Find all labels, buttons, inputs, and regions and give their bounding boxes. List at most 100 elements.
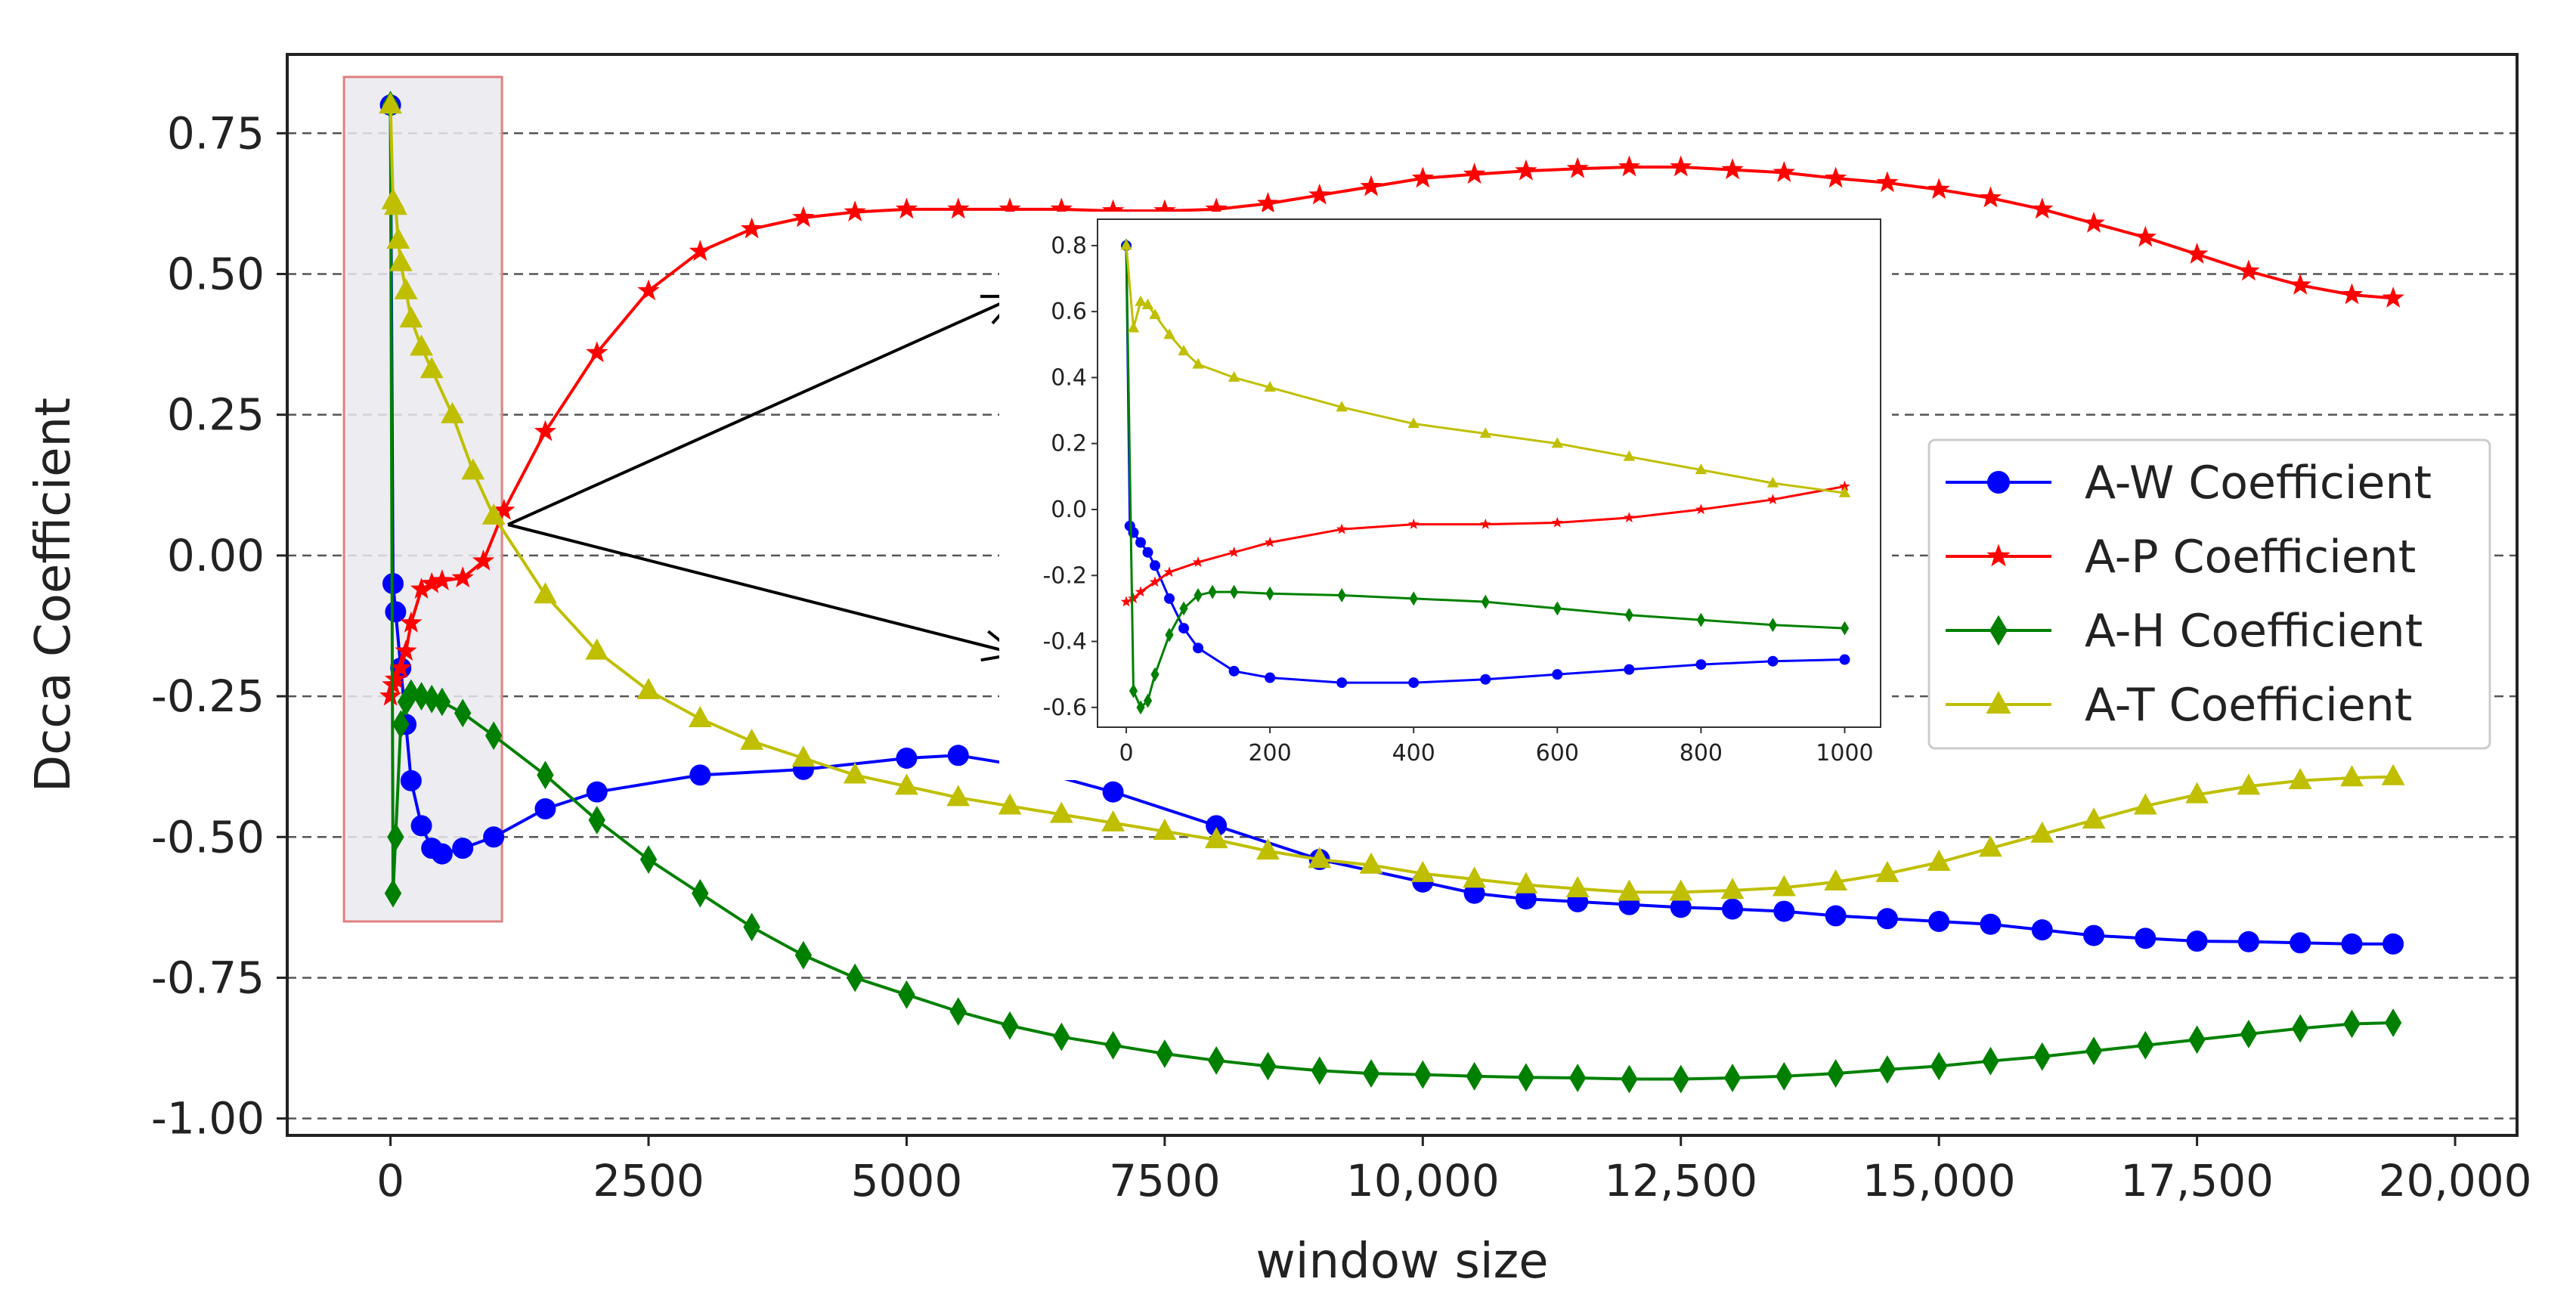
data-point — [947, 197, 970, 219]
data-point — [588, 806, 605, 835]
data-point — [636, 677, 661, 699]
data-point — [843, 762, 867, 784]
data-point — [946, 785, 971, 807]
data-point — [1773, 161, 1795, 182]
inset-y-tick-label: 0.0 — [1051, 497, 1087, 523]
data-point — [1982, 1046, 1999, 1076]
x-tick-label: 10,000 — [1346, 1155, 1500, 1206]
inset-x-tick-label: 800 — [1680, 740, 1723, 766]
data-point — [2033, 1042, 2051, 1071]
data-point — [1568, 1064, 1587, 1092]
data-point — [2237, 931, 2259, 952]
legend-label: A-W Coefficient — [2085, 457, 2432, 509]
inset-data-point — [1142, 547, 1153, 558]
data-point — [1101, 810, 1125, 832]
inset-frame — [1097, 218, 1881, 728]
data-point — [1979, 835, 2002, 857]
inset-data-point — [1150, 560, 1161, 571]
data-point — [1515, 888, 1537, 910]
data-point — [692, 878, 709, 908]
inset-data-point — [1840, 621, 1850, 636]
y-tick-label: -0.50 — [151, 811, 265, 862]
data-point — [1156, 1039, 1174, 1068]
inset-data-point — [1228, 665, 1240, 677]
data-point — [1049, 801, 1073, 823]
y-tick-label: 0.25 — [167, 389, 265, 441]
data-point — [1927, 849, 1951, 871]
data-point — [1824, 166, 1847, 188]
x-axis-title: window size — [1255, 1234, 1548, 1290]
data-point — [379, 92, 402, 114]
data-point — [431, 568, 454, 590]
data-point — [1670, 897, 1692, 918]
inset-data-point — [1150, 667, 1160, 682]
inset-data-point — [1178, 345, 1190, 356]
data-point — [461, 458, 485, 480]
x-tick-label: 12,500 — [1604, 1155, 1757, 1206]
data-point — [2240, 1020, 2258, 1048]
data-point — [420, 571, 443, 593]
data-point — [2341, 933, 2363, 955]
inset-data-point — [1552, 669, 1563, 680]
data-point — [1410, 860, 1435, 882]
data-point — [1876, 908, 1898, 930]
data-point — [2340, 765, 2364, 787]
data-point — [637, 279, 660, 301]
inset-data-point — [1768, 618, 1778, 633]
data-point — [740, 728, 763, 750]
data-point — [472, 549, 495, 571]
data-point — [1259, 1051, 1277, 1081]
inset-data-point — [1407, 518, 1420, 529]
inset-x-tick-label: 400 — [1392, 740, 1435, 766]
x-tick-label: 20,000 — [2379, 1155, 2532, 1206]
y-tick-label: -1.00 — [151, 1093, 265, 1144]
data-point — [1927, 178, 1950, 200]
data-point — [740, 217, 763, 239]
inset-axis-ticks: 0 200 400 600 800 1000 0.8 0.6 0.4 0.2 0.0 -0.2 -0.4… — [1042, 233, 1873, 766]
y-tick-label: -0.25 — [151, 670, 265, 722]
data-point — [1411, 166, 1434, 188]
data-point — [423, 684, 441, 714]
data-point — [2343, 1009, 2361, 1039]
x-tick-label: 2500 — [593, 1155, 704, 1206]
data-point — [1153, 819, 1177, 841]
data-point — [384, 878, 402, 908]
inset-data-point — [1136, 700, 1145, 715]
inset-data-point — [1336, 677, 1348, 689]
data-point — [1670, 155, 1692, 177]
data-point — [395, 640, 417, 661]
data-point — [895, 773, 918, 795]
zoom-arrow-line — [507, 295, 1017, 526]
inset-data-point — [1193, 643, 1204, 654]
x-tick-label: 15,000 — [1862, 1155, 2016, 1206]
data-point — [454, 698, 472, 728]
plot-frame — [286, 53, 2519, 1137]
data-point — [639, 845, 658, 874]
inset-data-point — [1337, 588, 1346, 602]
legend-marker — [1987, 471, 2010, 494]
data-point — [413, 682, 430, 711]
inset-data-point — [1766, 476, 1779, 488]
inset-data-point — [1128, 593, 1139, 604]
data-point — [389, 249, 413, 271]
inset-data-point — [1553, 601, 1562, 616]
inset-data-point — [1141, 299, 1154, 310]
inset-data-point — [1135, 586, 1147, 597]
series-group — [379, 91, 2405, 1094]
data-point — [1876, 171, 1899, 193]
data-point — [537, 760, 554, 790]
x-tick-label: 7500 — [1109, 1155, 1221, 1206]
data-point — [2290, 932, 2311, 954]
data-point — [898, 980, 915, 1009]
inset-series-line — [1125, 485, 1845, 603]
legend-label: A-H Coefficient — [2085, 605, 2423, 658]
data-point — [2291, 1014, 2309, 1043]
data-point — [1205, 197, 1228, 219]
data-point — [1466, 1061, 1483, 1091]
data-point — [1001, 1011, 1019, 1040]
y-tick-label: 0.75 — [167, 107, 265, 159]
data-point — [1256, 838, 1280, 860]
data-point — [2031, 919, 2053, 941]
data-point — [385, 601, 407, 623]
inset-series-a-w-coefficient — [1121, 240, 1850, 689]
